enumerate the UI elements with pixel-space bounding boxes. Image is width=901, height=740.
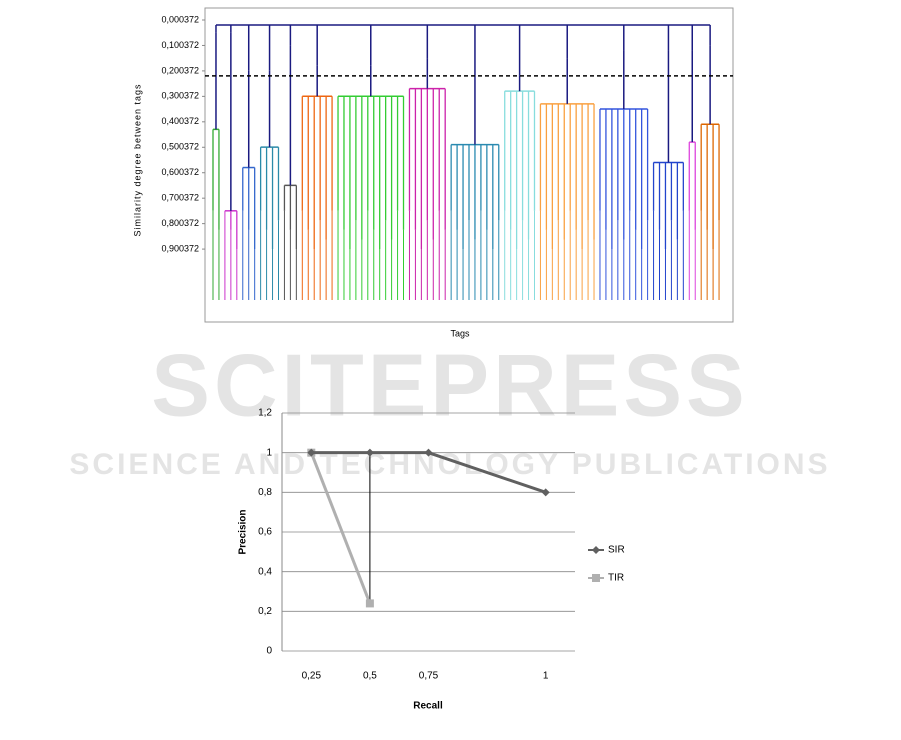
y-tick-label: 0	[266, 646, 272, 657]
y-tick-label: 0,100372	[161, 40, 199, 50]
y-tick-label: 0,300372	[161, 91, 199, 101]
y-tick-label: 0,6	[258, 527, 272, 538]
y-tick-label: 0,500372	[161, 142, 199, 152]
y-tick-label: 0,900372	[161, 243, 199, 253]
x-axis-title: Recall	[413, 701, 443, 712]
x-tick-label: 0,75	[419, 671, 439, 682]
y-tick-label: 0,800372	[161, 218, 199, 228]
plot-frame	[204, 7, 734, 323]
y-tick-label: 0,700372	[161, 193, 199, 203]
point	[365, 599, 374, 608]
watermark-title: SCITEPRESS	[151, 335, 748, 434]
y-tick-label: 0,8	[258, 487, 272, 498]
x-tick-label: 0,25	[302, 671, 322, 682]
watermark-subtitle: SCIENCE AND TECHNOLOGY PUBLICATIONS	[69, 448, 830, 481]
x-axis-title: Tags	[450, 328, 470, 338]
x-tick-label: 1	[543, 671, 549, 682]
point	[541, 488, 550, 497]
y-tick-label: 0,600372	[161, 167, 199, 177]
series-line	[309, 452, 372, 604]
point	[365, 448, 374, 457]
y-tick-label: 0,2	[258, 606, 272, 617]
point	[307, 448, 316, 457]
x-tick-label: 0,5	[363, 671, 377, 682]
y-axis-title: Precision	[238, 509, 249, 554]
series-line	[311, 451, 547, 494]
y-tick-label: 1,2	[258, 408, 272, 419]
y-tick-label: 0,4	[258, 566, 272, 577]
legend-label: SIR	[608, 545, 625, 556]
y-axis-title: Similarity degree between tags	[132, 83, 142, 236]
y-tick-label: 0,200372	[161, 65, 199, 75]
y-tick-label: 0,000372	[161, 14, 199, 24]
y-tick-label: 0,400372	[161, 116, 199, 126]
legend-label: TIR	[608, 573, 624, 584]
legend-marker	[592, 574, 600, 582]
point	[424, 448, 433, 457]
legend-marker	[592, 546, 600, 554]
y-tick-label: 1	[266, 447, 272, 458]
